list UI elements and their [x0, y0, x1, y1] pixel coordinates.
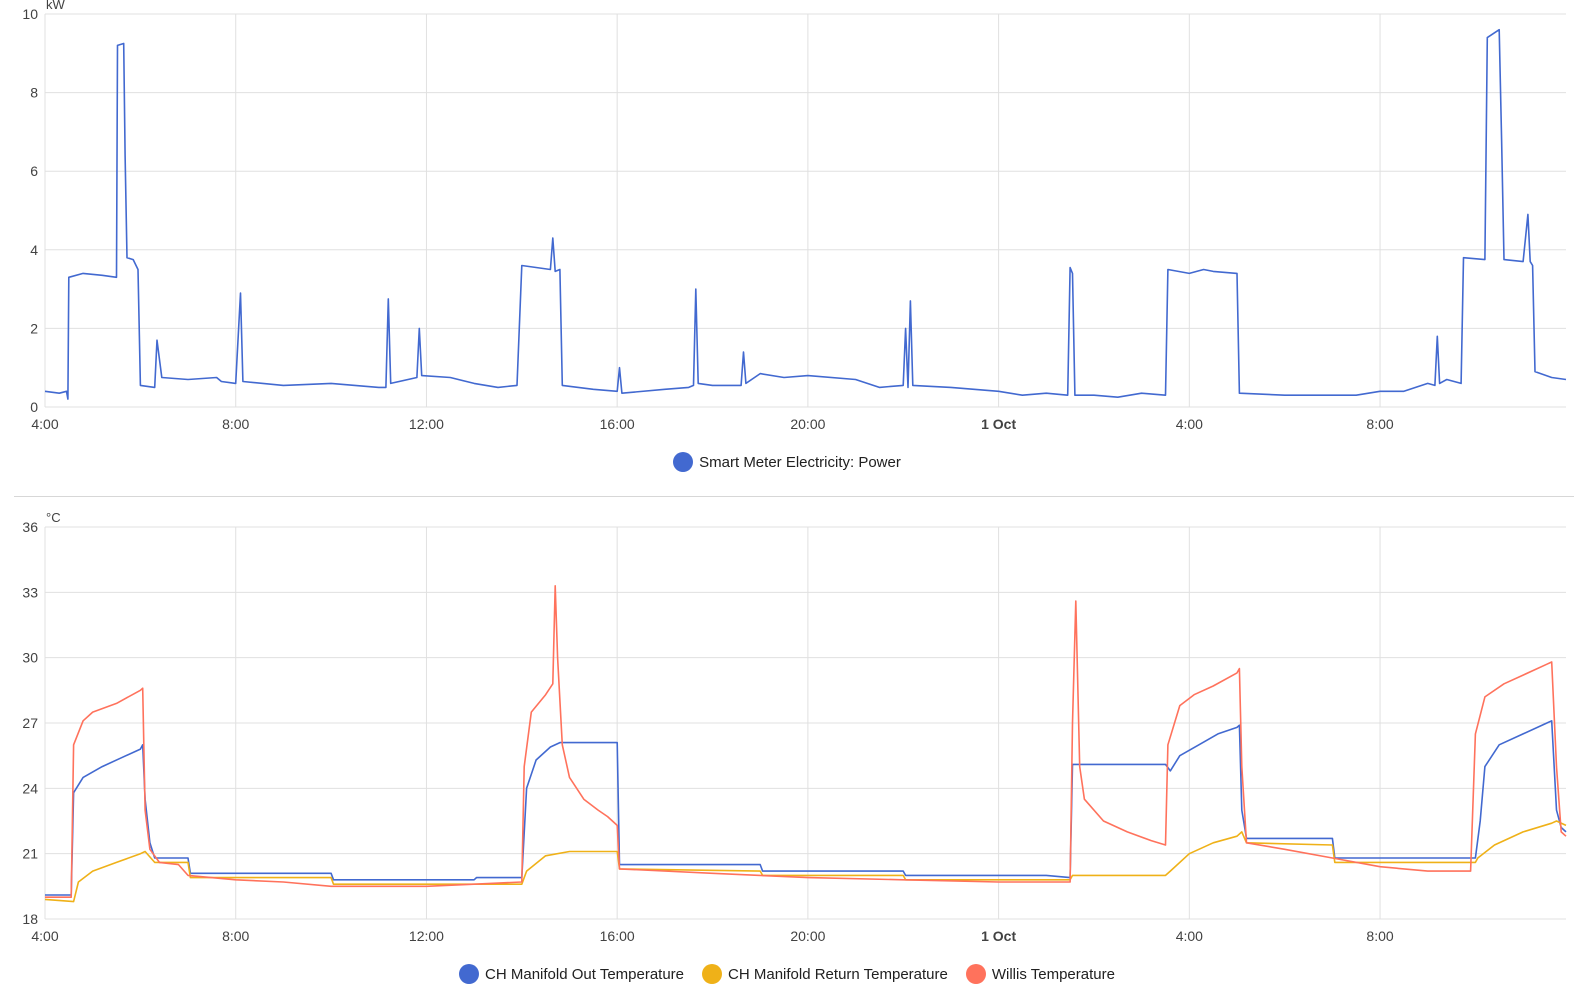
legend-dot-power: [673, 452, 694, 472]
y-tick-label: 27: [22, 715, 38, 731]
y-tick-label: 21: [22, 846, 38, 862]
y-tick-label: 4: [30, 242, 38, 258]
power-legend: Smart Meter Electricity: Power: [0, 452, 1574, 472]
power-chart: 0 2 4 6 8 10 4:00 8:00 12:00 16:00 20:00 1 Oct 4:00 8…: [22, 0, 1567, 432]
y-unit-label: kW: [46, 0, 66, 12]
series-line-1[interactable]: [44, 820, 1567, 903]
y-tick-label: 6: [30, 163, 38, 179]
y-unit-label: °C: [46, 510, 61, 525]
legend-item-ch-return[interactable]: CH Manifold Return Temperature: [702, 964, 948, 984]
y-tick-label: 0: [30, 399, 38, 415]
x-tick-label: 8:00: [222, 928, 249, 944]
y-tick-label: 10: [22, 6, 38, 22]
legend-label-power: Smart Meter Electricity: Power: [699, 453, 901, 471]
x-tick-label: 16:00: [600, 416, 635, 432]
y-tick-label: 33: [22, 584, 38, 600]
y-tick-label: 30: [22, 650, 38, 666]
x-tick-label: 1 Oct: [981, 928, 1016, 944]
power-chart-card: 0 2 4 6 8 10 4:00 8:00 12:00 16:00 20:00 1 Oct 4:00 8…: [0, 0, 1574, 496]
legend-item-power[interactable]: Smart Meter Electricity: Power: [673, 452, 901, 472]
series-line-0[interactable]: [45, 720, 1567, 896]
temperature-chart: 18 21 24 27 30 33 36 4:00 8:00 12:00 16:00 20:00 1 O…: [22, 510, 1567, 944]
x-tick-label: 8:00: [1366, 416, 1393, 432]
legend-dot-willis: [965, 964, 986, 984]
legend-item-ch-out[interactable]: CH Manifold Out Temperature: [459, 964, 684, 984]
x-tick-label: 4:00: [31, 416, 58, 432]
x-tick-label: 12:00: [409, 416, 444, 432]
x-tick-label: 8:00: [1366, 928, 1393, 944]
x-tick-label: 12:00: [409, 928, 444, 944]
y-tick-label: 18: [22, 911, 38, 927]
x-tick-label: 16:00: [600, 928, 635, 944]
y-tick-label: 36: [22, 519, 38, 535]
series-line-2[interactable]: [45, 585, 1567, 898]
x-tick-label: 4:00: [31, 928, 58, 944]
y-tick-label: 24: [22, 780, 38, 796]
legend-item-willis[interactable]: Willis Temperature: [965, 964, 1115, 984]
x-tick-label: 20:00: [790, 928, 825, 944]
y-tick-label: 8: [30, 85, 38, 101]
temperature-chart-card: 18 21 24 27 30 33 36 4:00 8:00 12:00 16:00 20:00 1 O…: [0, 497, 1574, 1002]
legend-dot-ch-return: [702, 964, 723, 984]
legend-dot-ch-out: [459, 964, 480, 984]
legend-label-ch-out: CH Manifold Out Temperature: [485, 965, 685, 983]
series-line-0[interactable]: [44, 28, 1567, 400]
x-tick-label: 4:00: [1176, 928, 1203, 944]
x-tick-label: 8:00: [222, 416, 249, 432]
x-tick-label: 1 Oct: [981, 416, 1016, 432]
x-tick-label: 4:00: [1176, 416, 1203, 432]
y-tick-label: 2: [30, 320, 38, 336]
legend-label-ch-return: CH Manifold Return Temperature: [728, 965, 948, 983]
legend-label-willis: Willis Temperature: [991, 965, 1115, 983]
chart-divider: [14, 496, 1574, 497]
temperature-legend: CH Manifold Out Temperature CH Manifold …: [0, 964, 1574, 984]
x-tick-label: 20:00: [790, 416, 825, 432]
